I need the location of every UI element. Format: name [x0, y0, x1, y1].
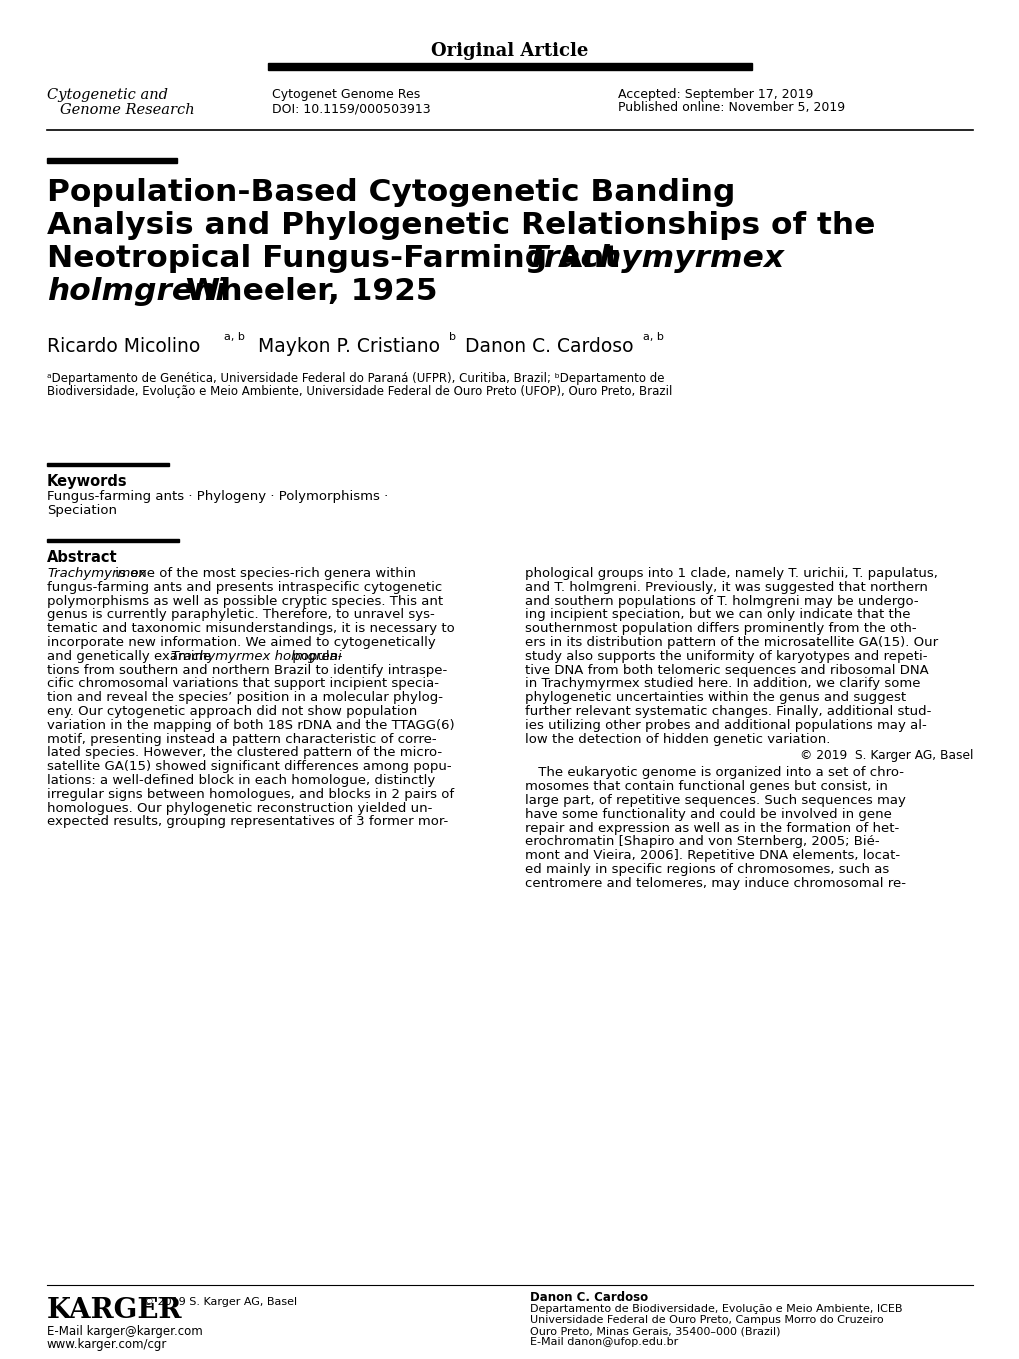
- Text: tion and reveal the species’ position in a molecular phylog-: tion and reveal the species’ position in…: [47, 692, 442, 704]
- Bar: [268, 63, 751, 71]
- Text: Trachymyrmex holmgreni: Trachymyrmex holmgreni: [170, 650, 341, 663]
- Text: mont and Vieira, 2006]. Repetitive DNA elements, locat-: mont and Vieira, 2006]. Repetitive DNA e…: [525, 849, 899, 862]
- Text: southernmost population differs prominently from the oth-: southernmost population differs prominen…: [525, 622, 916, 635]
- Text: genus is currently paraphyletic. Therefore, to unravel sys-: genus is currently paraphyletic. Therefo…: [47, 609, 434, 621]
- Text: popula-: popula-: [288, 650, 342, 663]
- Text: variation in the mapping of both 18S rDNA and the TTAGG(6): variation in the mapping of both 18S rDN…: [47, 719, 454, 731]
- Text: Published online: November 5, 2019: Published online: November 5, 2019: [618, 101, 845, 114]
- Text: erochromatin [Shapiro and von Sternberg, 2005; Bié-: erochromatin [Shapiro and von Sternberg,…: [525, 836, 878, 848]
- Text: polymorphisms as well as possible cryptic species. This ant: polymorphisms as well as possible crypti…: [47, 595, 442, 607]
- Text: centromere and telomeres, may induce chromosomal re-: centromere and telomeres, may induce chr…: [525, 877, 905, 890]
- Text: tions from southern and northern Brazil to identify intraspe-: tions from southern and northern Brazil …: [47, 663, 446, 677]
- Text: Departamento de Biodiversidade, Evolução e Meio Ambiente, ICEB: Departamento de Biodiversidade, Evolução…: [530, 1305, 902, 1314]
- Text: Biodiversidade, Evolução e Meio Ambiente, Universidade Federal de Ouro Preto (UF: Biodiversidade, Evolução e Meio Ambiente…: [47, 385, 672, 398]
- Text: tematic and taxonomic misunderstandings, it is necessary to: tematic and taxonomic misunderstandings,…: [47, 622, 454, 635]
- Text: E-Mail danon@ufop.edu.br: E-Mail danon@ufop.edu.br: [530, 1337, 678, 1347]
- Text: motif, presenting instead a pattern characteristic of corre-: motif, presenting instead a pattern char…: [47, 733, 436, 746]
- Text: fungus-farming ants and presents intraspecific cytogenetic: fungus-farming ants and presents intrasp…: [47, 580, 442, 594]
- Bar: [47, 158, 177, 163]
- Text: holmgreni: holmgreni: [47, 277, 226, 306]
- Text: ies utilizing other probes and additional populations may al-: ies utilizing other probes and additiona…: [525, 719, 926, 731]
- Bar: [47, 538, 178, 542]
- Text: phological groups into 1 clade, namely T. urichii, T. papulatus,: phological groups into 1 clade, namely T…: [525, 567, 936, 580]
- Text: b: b: [448, 332, 455, 342]
- Text: www.karger.com/cgr: www.karger.com/cgr: [47, 1339, 167, 1351]
- Text: a, b: a, b: [224, 332, 245, 342]
- Text: ed mainly in specific regions of chromosomes, such as: ed mainly in specific regions of chromos…: [525, 863, 889, 877]
- Text: and T. holmgreni. Previously, it was suggested that northern: and T. holmgreni. Previously, it was sug…: [525, 580, 927, 594]
- Text: Cytogenet Genome Res: Cytogenet Genome Res: [272, 88, 420, 101]
- Text: ers in its distribution pattern of the microsatellite GA(15). Our: ers in its distribution pattern of the m…: [525, 636, 937, 650]
- Text: tive DNA from both telomeric sequences and ribosomal DNA: tive DNA from both telomeric sequences a…: [525, 663, 928, 677]
- Text: Maykon P. Cristiano: Maykon P. Cristiano: [258, 337, 439, 356]
- Text: large part, of repetitive sequences. Such sequences may: large part, of repetitive sequences. Suc…: [525, 794, 905, 807]
- Text: KARGER: KARGER: [47, 1296, 182, 1324]
- Text: Danon C. Cardoso: Danon C. Cardoso: [465, 337, 633, 356]
- Text: a, b: a, b: [642, 332, 663, 342]
- Text: study also supports the uniformity of karyotypes and repeti-: study also supports the uniformity of ka…: [525, 650, 926, 663]
- Text: Fungus-farming ants · Phylogeny · Polymorphisms ·: Fungus-farming ants · Phylogeny · Polymo…: [47, 491, 388, 503]
- Text: lations: a well-defined block in each homologue, distinctly: lations: a well-defined block in each ho…: [47, 775, 435, 787]
- Text: mosomes that contain functional genes but consist, in: mosomes that contain functional genes bu…: [525, 780, 887, 794]
- Text: Population-Based Cytogenetic Banding: Population-Based Cytogenetic Banding: [47, 178, 735, 207]
- Text: © 2019 S. Karger AG, Basel: © 2019 S. Karger AG, Basel: [143, 1296, 297, 1307]
- Text: Accepted: September 17, 2019: Accepted: September 17, 2019: [618, 88, 812, 101]
- Text: have some functionality and could be involved in gene: have some functionality and could be inv…: [525, 807, 891, 821]
- Text: phylogenetic uncertainties within the genus and suggest: phylogenetic uncertainties within the ge…: [525, 692, 905, 704]
- Text: and genetically examine: and genetically examine: [47, 650, 215, 663]
- Text: Keywords: Keywords: [47, 474, 127, 489]
- Text: further relevant systematic changes. Finally, additional stud-: further relevant systematic changes. Fin…: [525, 705, 930, 718]
- Bar: [47, 462, 169, 466]
- Text: Cytogenetic and: Cytogenetic and: [47, 88, 168, 102]
- Text: Abstract: Abstract: [47, 550, 117, 565]
- Text: and southern populations of T. holmgreni may be undergo-: and southern populations of T. holmgreni…: [525, 595, 918, 607]
- Text: low the detection of hidden genetic variation.: low the detection of hidden genetic vari…: [525, 733, 829, 746]
- Text: Wheeler, 1925: Wheeler, 1925: [175, 277, 437, 306]
- Text: incorporate new information. We aimed to cytogenetically: incorporate new information. We aimed to…: [47, 636, 435, 650]
- Text: The eukaryotic genome is organized into a set of chro-: The eukaryotic genome is organized into …: [525, 766, 903, 780]
- Text: Danon C. Cardoso: Danon C. Cardoso: [530, 1291, 647, 1305]
- Text: irregular signs between homologues, and blocks in 2 pairs of: irregular signs between homologues, and …: [47, 788, 453, 800]
- Text: E-Mail karger@karger.com: E-Mail karger@karger.com: [47, 1325, 203, 1339]
- Text: Analysis and Phylogenetic Relationships of the: Analysis and Phylogenetic Relationships …: [47, 211, 874, 241]
- Text: lated species. However, the clustered pattern of the micro-: lated species. However, the clustered pa…: [47, 746, 441, 760]
- Text: Neotropical Fungus-Farming Ant: Neotropical Fungus-Farming Ant: [47, 245, 630, 273]
- Text: DOI: 10.1159/000503913: DOI: 10.1159/000503913: [272, 102, 430, 116]
- Text: Speciation: Speciation: [47, 504, 117, 516]
- Text: satellite GA(15) showed significant differences among popu-: satellite GA(15) showed significant diff…: [47, 760, 451, 773]
- Text: expected results, grouping representatives of 3 former mor-: expected results, grouping representativ…: [47, 815, 447, 829]
- Text: repair and expression as well as in the formation of het-: repair and expression as well as in the …: [525, 822, 899, 834]
- Text: © 2019  S. Karger AG, Basel: © 2019 S. Karger AG, Basel: [799, 749, 972, 762]
- Text: Trachymyrmex: Trachymyrmex: [527, 245, 785, 273]
- Text: Universidade Federal de Ouro Preto, Campus Morro do Cruzeiro: Universidade Federal de Ouro Preto, Camp…: [530, 1316, 882, 1325]
- Text: Original Article: Original Article: [431, 42, 588, 60]
- Text: eny. Our cytogenetic approach did not show population: eny. Our cytogenetic approach did not sh…: [47, 705, 417, 718]
- Text: cific chromosomal variations that support incipient specia-: cific chromosomal variations that suppor…: [47, 677, 438, 690]
- Text: Ricardo Micolino: Ricardo Micolino: [47, 337, 200, 356]
- Text: Genome Research: Genome Research: [60, 103, 195, 117]
- Text: ing incipient speciation, but we can only indicate that the: ing incipient speciation, but we can onl…: [525, 609, 910, 621]
- Text: ᵃDepartamento de Genética, Universidade Federal do Paraná (UFPR), Curitiba, Braz: ᵃDepartamento de Genética, Universidade …: [47, 372, 663, 385]
- Text: Trachymyrmex: Trachymyrmex: [47, 567, 147, 580]
- Text: homologues. Our phylogenetic reconstruction yielded un-: homologues. Our phylogenetic reconstruct…: [47, 802, 432, 814]
- Text: Ouro Preto, Minas Gerais, 35400–000 (Brazil): Ouro Preto, Minas Gerais, 35400–000 (Bra…: [530, 1326, 780, 1336]
- Text: is one of the most species-rich genera within: is one of the most species-rich genera w…: [111, 567, 416, 580]
- Text: in Trachymyrmex studied here. In addition, we clarify some: in Trachymyrmex studied here. In additio…: [525, 677, 919, 690]
